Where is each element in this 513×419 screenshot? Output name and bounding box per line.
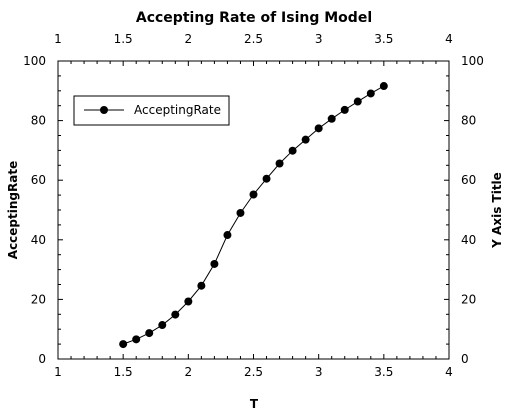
x-tick-label: 4 [445,365,453,379]
legend-marker [100,106,108,114]
y-tick-label: 0 [38,352,46,366]
x-tick-label-top: 2.5 [244,32,263,46]
x-tick-label: 3.5 [374,365,393,379]
data-point [119,340,128,349]
axis-ticks [57,60,450,360]
data-point [366,89,375,98]
y-axis-label-right: Y Axis Title [490,172,504,249]
x-tick-label: 3 [315,365,323,379]
y-tick-label-right: 20 [461,292,476,306]
y-tick-label-right: 80 [461,114,476,128]
data-point [327,114,336,123]
y-axis-label: AcceptingRate [6,161,20,259]
data-point [275,159,284,168]
series-accepting-rate [119,82,388,349]
data-point [184,297,193,306]
data-point [249,190,258,199]
x-tick-label-top: 3.5 [374,32,393,46]
y-tick-label-right: 40 [461,233,476,247]
x-tick-label-top: 1 [54,32,62,46]
legend: AcceptingRate [73,95,230,126]
data-point [314,124,323,133]
y-tick-label-right: 60 [461,173,476,187]
data-point [379,82,388,91]
x-tick-label: 1.5 [114,365,133,379]
x-tick-label: 2 [185,365,193,379]
data-point [301,135,310,144]
x-axis-label: T [250,397,259,411]
data-point [145,329,154,338]
x-tick-label: 1 [54,365,62,379]
data-point [223,231,232,240]
y-tick-label: 100 [23,54,46,68]
x-tick-label-top: 3 [315,32,323,46]
data-point [210,259,219,268]
y-tick-label: 20 [31,292,46,306]
x-tick-label: 2.5 [244,365,263,379]
data-point [236,208,245,217]
data-point [340,105,349,114]
data-point [353,97,362,106]
data-point [197,281,206,290]
x-tick-label-top: 1.5 [114,32,133,46]
chart-title: Accepting Rate of Ising Model [136,10,372,26]
legend-label: AcceptingRate [134,103,221,117]
data-point [262,174,271,183]
y-tick-label: 60 [31,173,46,187]
y-tick-label-right: 0 [461,352,469,366]
data-point [132,335,141,344]
data-point [171,310,180,319]
y-tick-label: 80 [31,114,46,128]
y-tick-label-right: 100 [461,54,484,68]
data-point [158,321,167,330]
data-point [288,146,297,155]
x-tick-label-top: 4 [445,32,453,46]
x-tick-label-top: 2 [185,32,193,46]
y-tick-label: 40 [31,233,46,247]
